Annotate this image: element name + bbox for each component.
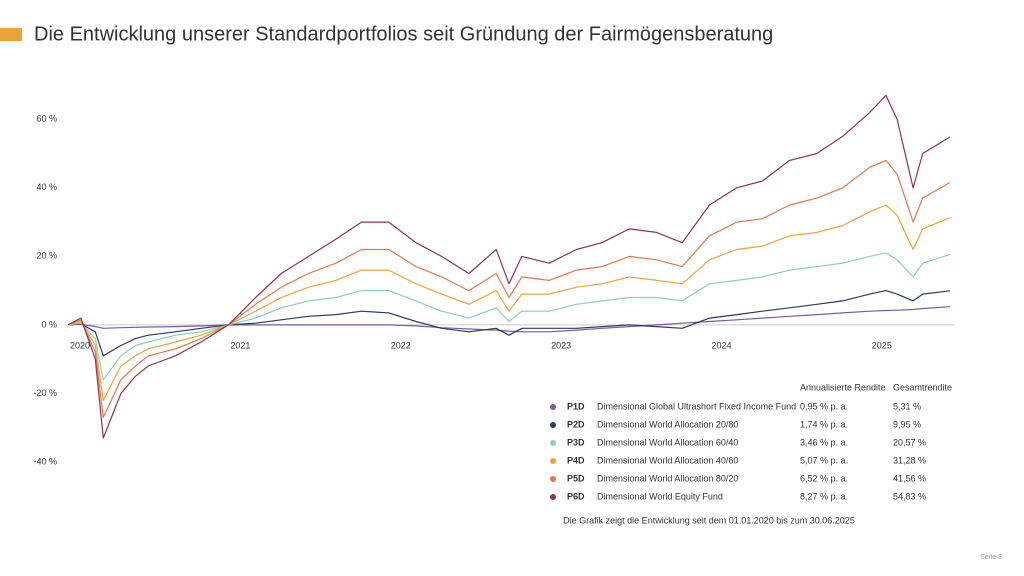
series-line [67, 204, 951, 401]
legend-annualized: 5,07 % p. a. [800, 455, 848, 465]
legend-header: Annualisierte Rendite [800, 382, 886, 392]
series-line [67, 290, 951, 357]
legend-annualized: 3,46 % p. a. [800, 437, 848, 447]
legend-header: Gesamtrendite [893, 382, 952, 392]
footnote: Die Grafik zeigt die Entwicklung seit de… [563, 515, 855, 525]
x-tick-label: 2022 [391, 340, 411, 350]
x-tick-label: 2020 [70, 340, 90, 350]
series-line [67, 159, 951, 418]
legend-total: 5,31 % [893, 401, 921, 411]
title-accent [0, 28, 22, 41]
x-tick-label: 2024 [711, 340, 731, 350]
series-line [67, 252, 951, 381]
legend-annualized: 0,95 % p. a. [800, 401, 848, 411]
y-tick-label: -40 % [33, 456, 57, 466]
legend-annualized: 1,74 % p. a. [800, 419, 848, 429]
series-line [67, 306, 951, 333]
legend-total: 54,83 % [893, 491, 926, 501]
page-number: Seite 8 [980, 554, 1002, 561]
legend-dot [550, 476, 556, 482]
legend-annualized: 8,27 % p. a. [800, 491, 848, 501]
x-tick-label: 2025 [872, 340, 892, 350]
legend-fund: Dimensional World Allocation 80/20 [597, 473, 738, 483]
x-tick-label: 2023 [551, 340, 571, 350]
legend-total: 20,57 % [893, 437, 926, 447]
legend-fund: Dimensional World Allocation 40/60 [597, 455, 738, 465]
legend-dot [550, 494, 556, 500]
legend-dot [550, 458, 556, 464]
legend-code: P3D [567, 437, 585, 447]
series-line [67, 94, 951, 439]
legend-annualized: 6,52 % p. a. [800, 473, 848, 483]
legend-fund: Dimensional Global Ultrashort Fixed Inco… [597, 401, 796, 411]
legend-dot [550, 422, 556, 428]
legend-code: P2D [567, 419, 585, 429]
chart-title: Die Entwicklung unserer Standardportfoli… [34, 23, 773, 45]
y-tick-label: 0 % [41, 319, 57, 329]
legend-dot [550, 440, 556, 446]
legend-code: P6D [567, 491, 585, 501]
y-tick-label: 40 % [36, 182, 57, 192]
legend-fund: Dimensional World Allocation 20/80 [597, 419, 738, 429]
legend-fund: Dimensional World Allocation 60/40 [597, 437, 738, 447]
legend-fund: Dimensional World Equity Fund [597, 491, 723, 501]
legend-code: P5D [567, 473, 585, 483]
y-tick-label: 20 % [36, 251, 57, 261]
legend-total: 9,95 % [893, 419, 921, 429]
legend-total: 41,56 % [893, 473, 926, 483]
legend-dot [550, 404, 556, 410]
x-tick-label: 2021 [230, 340, 250, 350]
legend-code: P4D [567, 455, 585, 465]
y-tick-label: -20 % [33, 388, 57, 398]
legend-code: P1D [567, 401, 585, 411]
y-tick-label: 60 % [36, 114, 57, 124]
legend-total: 31,28 % [893, 455, 926, 465]
